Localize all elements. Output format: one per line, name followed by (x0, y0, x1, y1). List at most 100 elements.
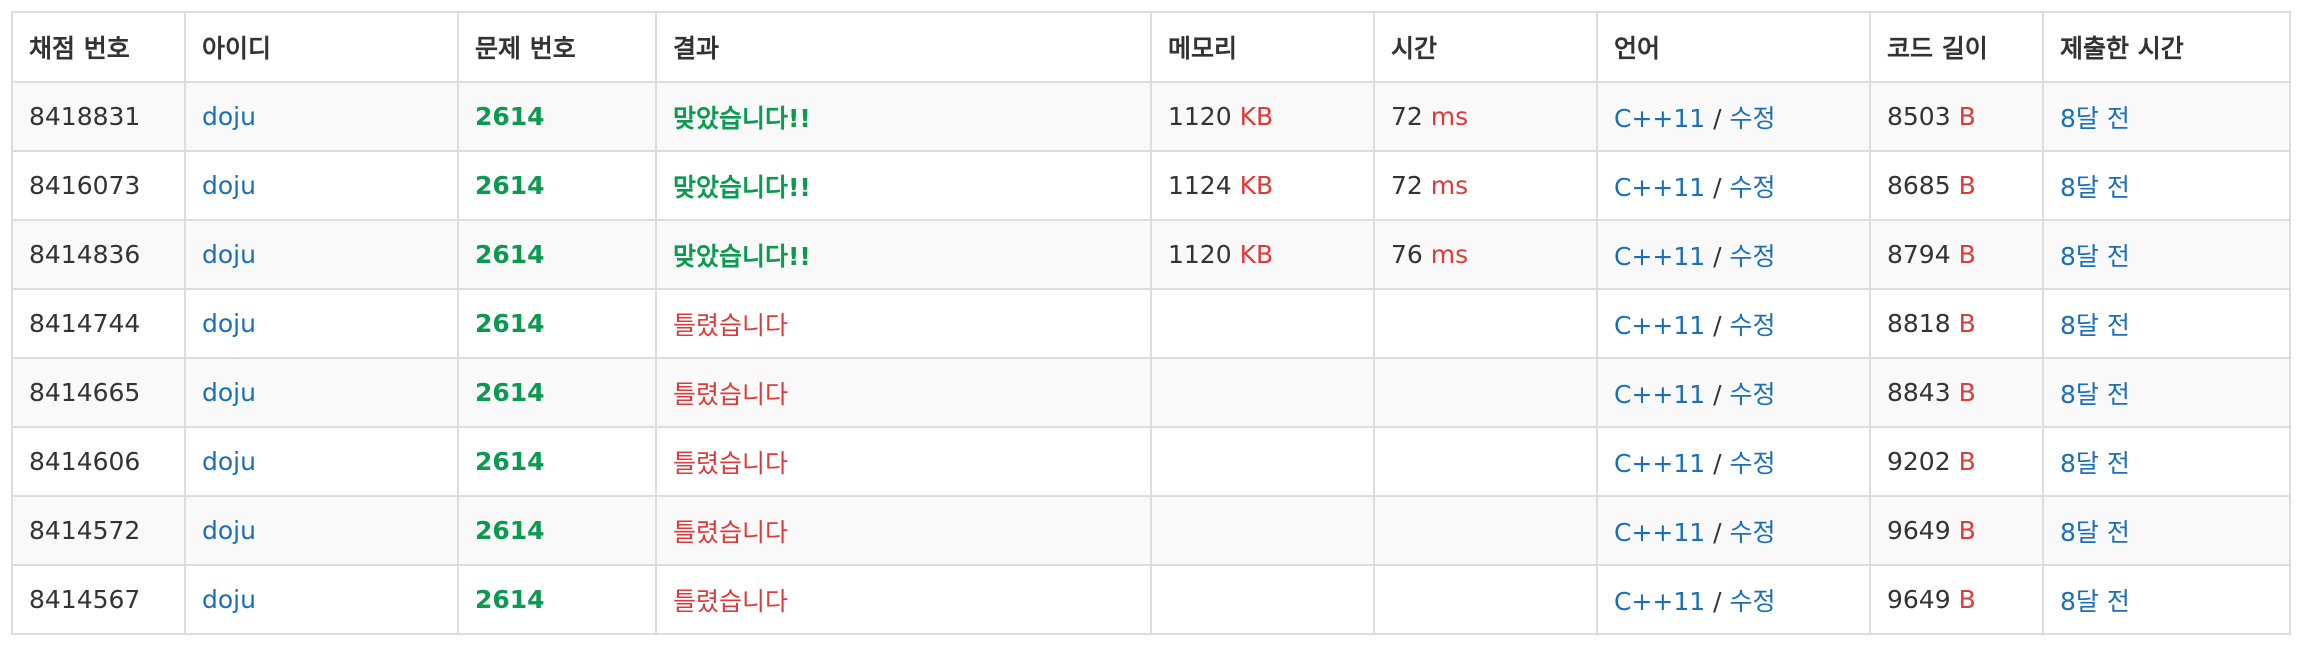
table-row: 8414836 doju 2614 맞았습니다!! 1120 KB 76 ms C++11 … (11, 219, 2291, 290)
result-text: 틀렸습니다 (673, 379, 789, 409)
edit-link[interactable]: 수정 (1729, 103, 1776, 133)
code-length-value: 8818 (1887, 309, 1951, 338)
time-unit: ms (1430, 171, 1469, 200)
user-cell: doju (184, 357, 459, 428)
language-cell: C++11 / 수정 (1596, 150, 1871, 221)
result-cell: 맞았습니다!! (655, 81, 1152, 152)
user-link[interactable]: doju (202, 585, 256, 614)
language-link[interactable]: C++11 (1614, 379, 1706, 409)
language-link[interactable]: C++11 (1614, 586, 1706, 616)
submission-id: 8414572 (29, 516, 141, 545)
problem-link[interactable]: 2614 (475, 102, 545, 131)
problem-link[interactable]: 2614 (475, 171, 545, 200)
user-link[interactable]: doju (202, 240, 256, 269)
edit-link[interactable]: 수정 (1729, 241, 1776, 271)
language-link[interactable]: C++11 (1614, 448, 1706, 478)
table-row: 8418831 doju 2614 맞았습니다!! 1120 KB 72 ms C++11 … (11, 81, 2291, 152)
time-cell: 72 ms (1373, 81, 1598, 152)
language-link[interactable]: C++11 (1614, 103, 1706, 133)
problem-link[interactable]: 2614 (475, 585, 545, 614)
table-row: 8414572 doju 2614 틀렸습니다 C++11 / 수정 9649 B 8달 전 (11, 495, 2291, 566)
language-separator: / (1713, 310, 1722, 340)
submission-id: 8418831 (29, 102, 141, 131)
code-length-unit: B (1958, 309, 1976, 338)
language-link[interactable]: C++11 (1614, 517, 1706, 547)
user-cell: doju (184, 288, 459, 359)
table-row: 8414606 doju 2614 틀렸습니다 C++11 / 수정 9202 B 8달 전 (11, 426, 2291, 497)
submission-id-cell: 8414572 (11, 495, 186, 566)
submission-id-cell: 8414567 (11, 564, 186, 635)
problem-link[interactable]: 2614 (475, 378, 545, 407)
memory-cell (1150, 495, 1375, 566)
header-language: 언어 (1596, 11, 1871, 83)
result-cell: 틀렸습니다 (655, 426, 1152, 497)
problem-cell: 2614 (457, 288, 657, 359)
problem-link[interactable]: 2614 (475, 447, 545, 476)
code-length-value: 9649 (1887, 516, 1951, 545)
language-separator: / (1713, 172, 1722, 202)
language-cell: C++11 / 수정 (1596, 81, 1871, 152)
edit-link[interactable]: 수정 (1729, 448, 1776, 478)
submitted-time-link[interactable]: 8달 전 (2060, 517, 2130, 547)
submitted-time-link[interactable]: 8달 전 (2060, 379, 2130, 409)
code-length-unit: B (1958, 516, 1976, 545)
problem-link[interactable]: 2614 (475, 309, 545, 338)
user-link[interactable]: doju (202, 309, 256, 338)
submitted-time-cell: 8달 전 (2042, 150, 2291, 221)
language-link[interactable]: C++11 (1614, 241, 1706, 271)
submitted-time-cell: 8달 전 (2042, 564, 2291, 635)
submitted-time-cell: 8달 전 (2042, 495, 2291, 566)
code-length-cell: 9202 B (1869, 426, 2044, 497)
result-text: 틀렸습니다 (673, 448, 789, 478)
result-cell: 틀렸습니다 (655, 495, 1152, 566)
submitted-time-link[interactable]: 8달 전 (2060, 103, 2130, 133)
submission-id-cell: 8418831 (11, 81, 186, 152)
memory-cell (1150, 288, 1375, 359)
language-separator: / (1713, 103, 1722, 133)
edit-link[interactable]: 수정 (1729, 586, 1776, 616)
edit-link[interactable]: 수정 (1729, 310, 1776, 340)
status-table-container: 채점 번호 아이디 문제 번호 결과 메모리 시간 언어 코드 길이 제출한 시… (11, 11, 2291, 635)
result-cell: 틀렸습니다 (655, 357, 1152, 428)
code-length-cell: 8685 B (1869, 150, 2044, 221)
problem-cell: 2614 (457, 81, 657, 152)
submitted-time-link[interactable]: 8달 전 (2060, 241, 2130, 271)
user-link[interactable]: doju (202, 378, 256, 407)
language-cell: C++11 / 수정 (1596, 426, 1871, 497)
user-link[interactable]: doju (202, 516, 256, 545)
language-separator: / (1713, 448, 1722, 478)
user-link[interactable]: doju (202, 171, 256, 200)
problem-cell: 2614 (457, 150, 657, 221)
submitted-time-link[interactable]: 8달 전 (2060, 172, 2130, 202)
submission-id-cell: 8416073 (11, 150, 186, 221)
edit-link[interactable]: 수정 (1729, 172, 1776, 202)
edit-link[interactable]: 수정 (1729, 379, 1776, 409)
header-code-length: 코드 길이 (1869, 11, 2044, 83)
user-link[interactable]: doju (202, 102, 256, 131)
header-submitted-time: 제출한 시간 (2042, 11, 2291, 83)
header-time: 시간 (1373, 11, 1598, 83)
submitted-time-link[interactable]: 8달 전 (2060, 310, 2130, 340)
memory-unit: KB (1239, 171, 1274, 200)
result-cell: 틀렸습니다 (655, 564, 1152, 635)
submission-id: 8414836 (29, 240, 141, 269)
language-link[interactable]: C++11 (1614, 310, 1706, 340)
submitted-time-cell: 8달 전 (2042, 426, 2291, 497)
submitted-time-link[interactable]: 8달 전 (2060, 448, 2130, 478)
user-link[interactable]: doju (202, 447, 256, 476)
code-length-cell: 9649 B (1869, 564, 2044, 635)
result-cell: 틀렸습니다 (655, 288, 1152, 359)
problem-link[interactable]: 2614 (475, 240, 545, 269)
memory-cell: 1124 KB (1150, 150, 1375, 221)
submitted-time-link[interactable]: 8달 전 (2060, 586, 2130, 616)
code-length-cell: 9649 B (1869, 495, 2044, 566)
problem-link[interactable]: 2614 (475, 516, 545, 545)
code-length-value: 8503 (1887, 102, 1951, 131)
header-memory: 메모리 (1150, 11, 1375, 83)
time-value: 72 (1391, 102, 1423, 131)
problem-cell: 2614 (457, 495, 657, 566)
edit-link[interactable]: 수정 (1729, 517, 1776, 547)
result-text: 틀렸습니다 (673, 310, 789, 340)
header-problem-id: 문제 번호 (457, 11, 657, 83)
language-link[interactable]: C++11 (1614, 172, 1706, 202)
